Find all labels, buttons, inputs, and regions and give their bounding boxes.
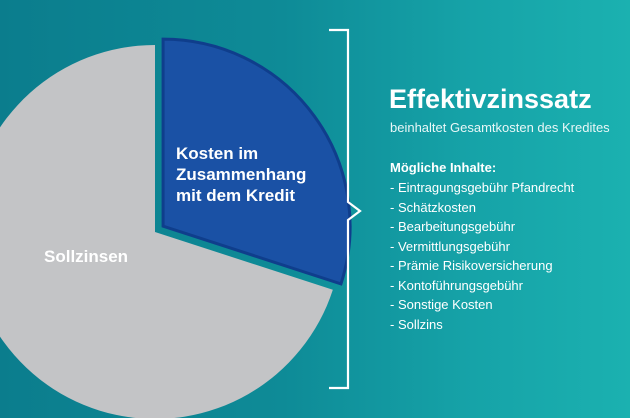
info-panel: Effektivzinssatz beinhaltet Gesamtkosten… (389, 84, 630, 334)
list-item: - Kontoführungsgebühr (390, 277, 523, 293)
contents-heading: Mögliche Inhalte: (390, 160, 497, 175)
list-item: - Sollzins (390, 316, 443, 332)
list-item: - Sonstige Kosten (390, 297, 493, 312)
list-item: - Prämie Risikoversicherung (390, 258, 553, 273)
list-item: - Schätzkosten (390, 199, 476, 215)
slice-credit-costs-label: Kosten im Zusammenhang mit dem Kredit (176, 144, 307, 205)
slice-sollzinsen (0, 45, 333, 418)
list-item: - Vermittlungsgebühr (390, 238, 510, 254)
contents-list: - Eintragungsgebühr Pfandrecht - Schätzk… (390, 178, 630, 334)
list-item: - Eintragungsgebühr Pfandrecht (390, 180, 575, 195)
list-item: - Bearbeitungsgebühr (390, 219, 516, 234)
info-title: Effektivzinssatz (389, 84, 592, 114)
slice-sollzinsen-label: Sollzinsen (44, 247, 129, 266)
info-subtitle: beinhaltet Gesamtkosten des Kredites (390, 120, 610, 135)
